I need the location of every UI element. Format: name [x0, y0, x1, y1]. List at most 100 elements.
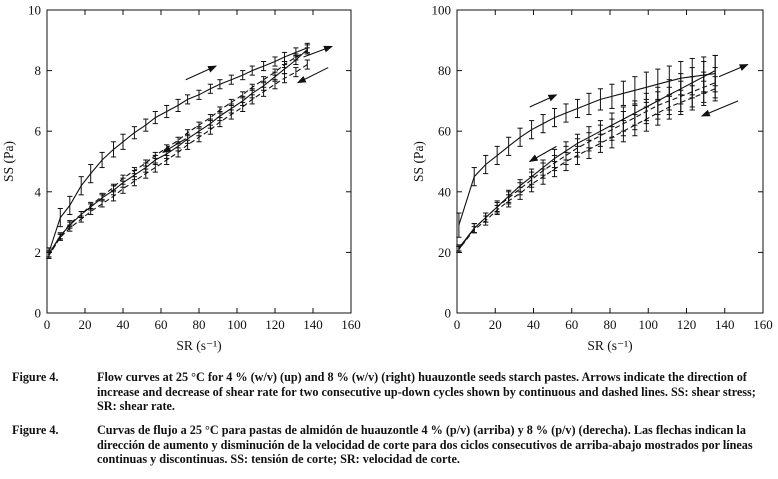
left-series-dashed-down-errorbar [67, 224, 73, 232]
right-x-tick-label: 80 [604, 317, 617, 332]
right-y-tick-label: 20 [438, 245, 451, 260]
left-series-dashed-up-errorbar [196, 121, 202, 129]
left-series-dashed-down-errorbar [217, 117, 223, 128]
left-series-dashed-down-errorbar [110, 191, 117, 202]
left-series-solid-up-errorbar [207, 83, 213, 94]
right-series-solid-up-errorbar [471, 167, 477, 187]
left-series-dashed-up-errorbar [131, 167, 137, 175]
left-y-tick-label: 10 [28, 3, 41, 18]
left-series-dashed-down-errorbar [131, 176, 137, 187]
right-series-solid-up-errorbar [586, 92, 592, 116]
left-series-dashed-down-errorbar [281, 73, 288, 84]
left-y-tick-label: 6 [35, 124, 42, 139]
left-x-tick-label: 160 [341, 317, 361, 332]
left-series-dashed-up-errorbar [304, 47, 310, 55]
right-series-solid-up-errorbar [517, 127, 523, 147]
left-direction-arrow-down [296, 67, 329, 84]
left-series-dashed-down-errorbar [272, 79, 278, 90]
right-x-tick-label: 20 [489, 317, 502, 332]
right-series-dashed-down-errorbar [712, 76, 718, 102]
right-series-dashed-down-errorbar [586, 139, 592, 159]
left-series-dashed-down-errorbar [185, 139, 191, 150]
left-series-solid-up-errorbar [175, 98, 181, 113]
left-series-dashed-down-line [48, 64, 308, 256]
left-series-dashed-down-errorbar [57, 233, 63, 241]
right-series-dashed-down-errorbar [666, 94, 672, 120]
left-series-solid-up-errorbar [120, 133, 126, 150]
right-series-solid-up-errorbar [494, 145, 500, 166]
left-series-dashed-up-errorbar [272, 68, 278, 76]
left-series-dashed-down-errorbar [120, 183, 126, 194]
right-series-dashed-down-errorbar [540, 168, 546, 185]
caption-english-text: Flow curves at 25 °C for 4 % (w/v) (up) … [97, 370, 756, 414]
right-x-tick-label: 60 [565, 317, 578, 332]
right-series-dashed-down-errorbar [643, 106, 649, 132]
left-series-solid-up-errorbar [67, 195, 73, 216]
right-series-dashed-down-errorbar [563, 151, 569, 172]
left-series-dashed-up-errorbar [110, 183, 117, 191]
right-series-dashed-down-errorbar [471, 226, 477, 234]
left-series-dashed-down-errorbar [228, 109, 234, 120]
right-y-tick-label: 60 [438, 124, 451, 139]
right-x-tick-label: 140 [715, 317, 735, 332]
right-series-dashed-down-errorbar [597, 133, 604, 153]
right-series-dashed-down-errorbar [689, 85, 695, 111]
left-series-dashed-down-errorbar [249, 94, 255, 105]
left-direction-arrow-up [185, 65, 218, 81]
left-series-dashed-up-errorbar [293, 53, 299, 61]
figure-charts: 0 20 40 60 80 100 120 140 160 0 2 4 6 8 10 SR (s⁻¹) SS (… [1, 3, 773, 354]
left-series-solid-up-errorbar [240, 70, 246, 81]
left-series-solid-up-errorbar [281, 51, 288, 63]
right-series-solid-up-errorbar [574, 98, 581, 119]
left-x-tick-label: 120 [265, 317, 285, 332]
right-series-dashed-down-errorbar [620, 120, 626, 143]
caption-english: Figure 4. Flow curves at 25 °C for 4 % (… [12, 370, 774, 416]
right-series-solid-up-errorbar [528, 120, 535, 140]
left-series-dashed-up-errorbar [99, 192, 105, 200]
right-y-tick-label: 40 [438, 184, 451, 199]
right-series-dashed-down-errorbar [551, 161, 558, 178]
right-series-dashed-down-errorbar [701, 80, 707, 106]
left-series-dashed-down-errorbar [99, 200, 105, 208]
right-direction-arrow-down [528, 145, 557, 162]
right-series-dashed-down-errorbar [483, 215, 489, 226]
left-flow-curve-chart: 0 20 40 60 80 100 120 140 160 0 2 4 6 8 10 SR (s⁻¹) SS (… [1, 3, 361, 354]
left-series-dashed-up-errorbar [281, 61, 288, 69]
left-series-solid-up-errorbar [196, 89, 202, 100]
left-series-dashed-down-errorbar [78, 215, 84, 223]
left-series-dashed-down-errorbar [164, 154, 170, 166]
left-series-dashed-down-errorbar [293, 67, 299, 78]
right-y-tick-label: 0 [445, 306, 452, 321]
left-series-solid-up-errorbar [185, 94, 191, 105]
right-x-tick-label: 120 [677, 317, 697, 332]
right-x-axis-label: SR (s⁻¹) [587, 338, 632, 353]
left-series-dashed-up-errorbar [217, 106, 223, 114]
right-x-tick-label: 100 [639, 317, 659, 332]
left-x-tick-label: 0 [44, 317, 51, 332]
right-series-dashed-down-errorbar [655, 100, 661, 126]
right-series-dashed-down-errorbar [632, 114, 638, 137]
left-direction-arrow-up [303, 45, 333, 58]
right-series-dashed-down-errorbar [528, 176, 535, 193]
right-series-dashed-down-errorbar [506, 194, 512, 208]
right-series-solid-up-errorbar [620, 80, 626, 106]
right-series-dashed-down-errorbar [609, 126, 615, 149]
right-series-dashed-up-line [458, 82, 716, 250]
left-series-dashed-down-errorbar [46, 251, 52, 259]
left-series-solid-up-errorbar [99, 151, 105, 169]
left-series-dashed-down-errorbar [304, 59, 310, 70]
left-series-solid-up-errorbar [88, 164, 94, 184]
right-direction-arrow-up [718, 64, 749, 78]
left-direction-arrow-down [162, 138, 186, 153]
left-series-solid-up-errorbar [152, 111, 158, 125]
caption-spanish-text: Curvas de flujo a 25 °C para pastas de a… [97, 423, 753, 467]
left-series-dashed-down-errorbar [88, 207, 94, 216]
left-series-dashed-up-errorbar [152, 151, 158, 159]
left-x-tick-label: 60 [155, 317, 168, 332]
left-y-tick-label: 2 [35, 245, 42, 260]
right-series-dashed-down-errorbar [678, 89, 684, 116]
caption-spanish-label: Figure 4. [12, 423, 59, 437]
left-x-axis-label: SR (s⁻¹) [176, 338, 221, 353]
left-series-dashed-down-errorbar [196, 132, 202, 143]
left-series-dashed-up-errorbar [249, 83, 255, 91]
